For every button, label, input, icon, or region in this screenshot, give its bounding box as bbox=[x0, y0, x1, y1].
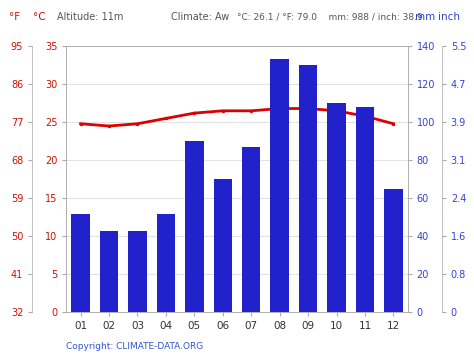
Text: °F: °F bbox=[9, 12, 20, 22]
Text: mm: mm bbox=[415, 12, 435, 22]
Bar bbox=[71, 213, 90, 312]
Bar bbox=[156, 213, 175, 312]
Bar bbox=[356, 107, 374, 312]
Text: °C: °C bbox=[33, 12, 46, 22]
Text: Climate: Aw: Climate: Aw bbox=[171, 12, 229, 22]
Bar bbox=[100, 231, 118, 312]
Bar bbox=[327, 103, 346, 312]
Bar bbox=[270, 59, 289, 312]
Bar bbox=[384, 189, 402, 312]
Bar bbox=[299, 65, 317, 312]
Bar bbox=[185, 141, 203, 312]
Bar bbox=[213, 179, 232, 312]
Bar bbox=[128, 231, 146, 312]
Text: inch: inch bbox=[438, 12, 460, 22]
Text: °C: 26.1 / °F: 79.0    mm: 988 / inch: 38.9: °C: 26.1 / °F: 79.0 mm: 988 / inch: 38.9 bbox=[237, 12, 423, 21]
Bar bbox=[242, 147, 260, 312]
Text: Altitude: 11m: Altitude: 11m bbox=[57, 12, 123, 22]
Text: Copyright: CLIMATE-DATA.ORG: Copyright: CLIMATE-DATA.ORG bbox=[66, 343, 204, 351]
